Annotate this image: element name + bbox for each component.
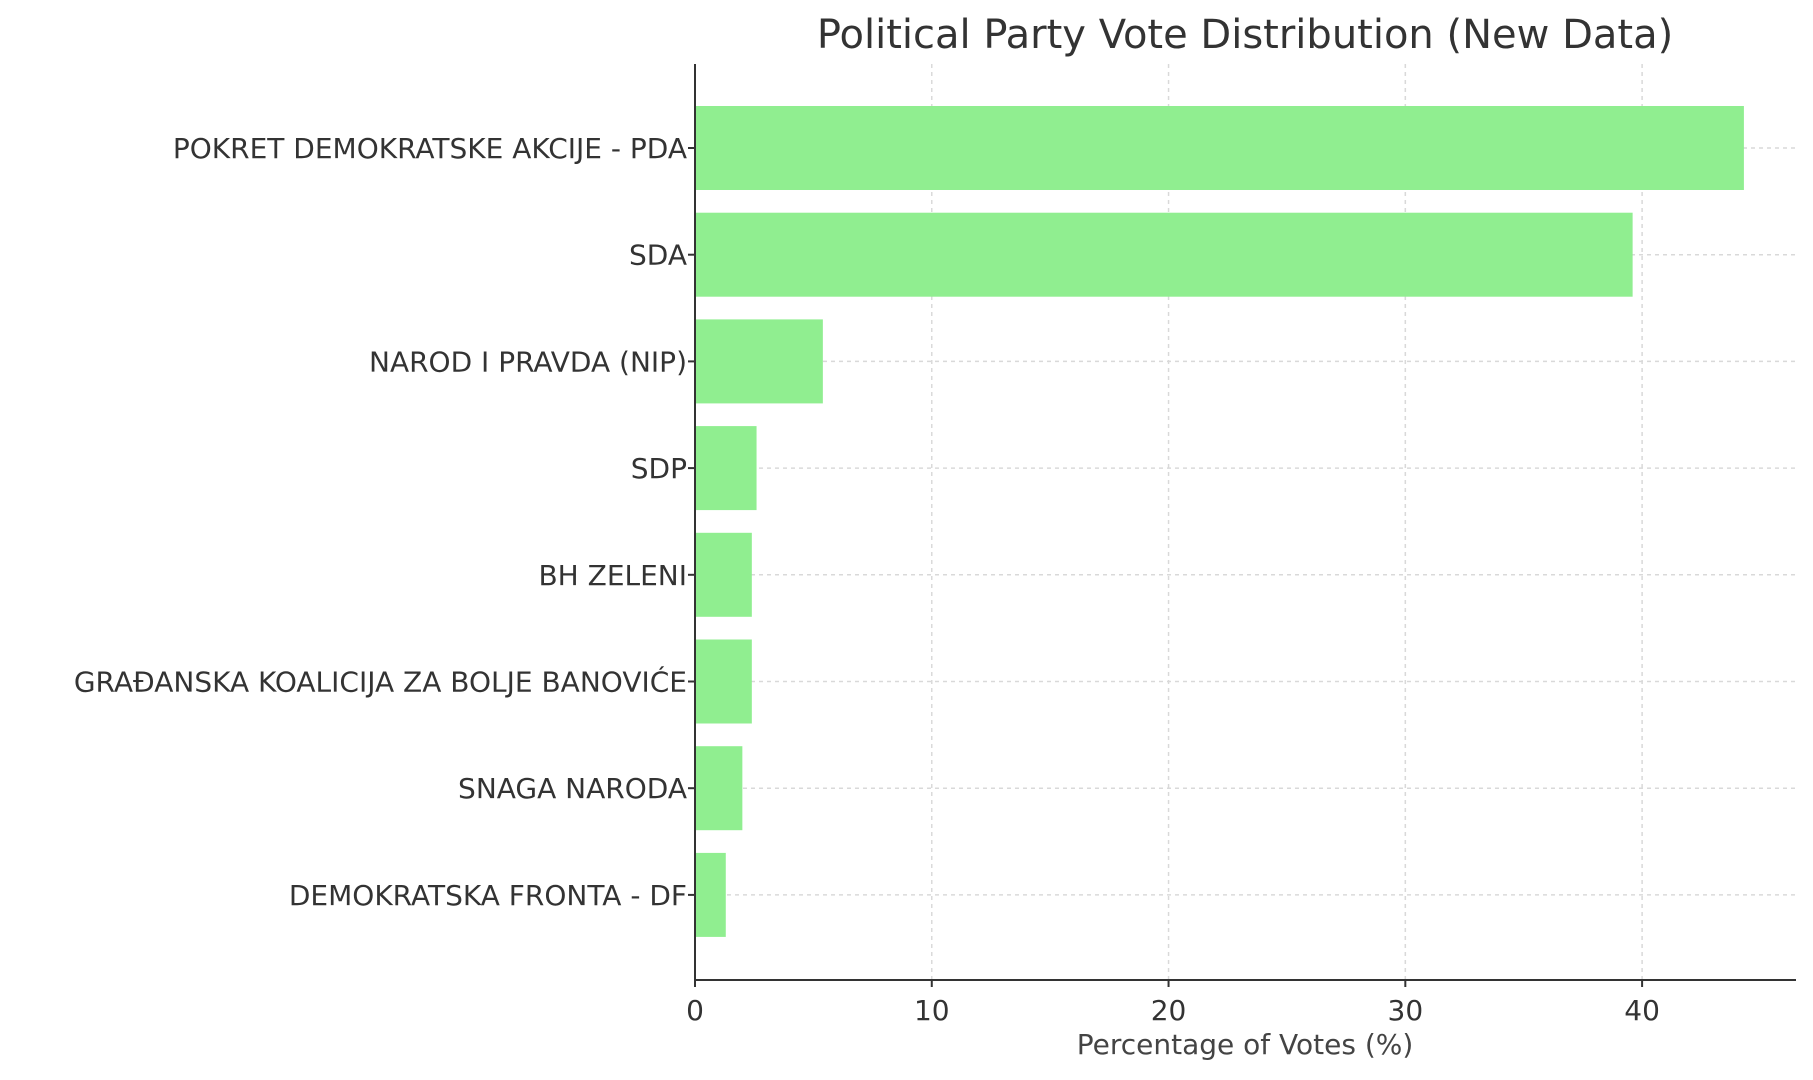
category-label: DEMOKRATSKA FRONTA - DF: [289, 879, 687, 912]
category-label: GRAĐANSKA KOALICIJA ZA BOLJE BANOVIĆE: [74, 665, 687, 699]
category-labels: POKRET DEMOKRATSKE AKCIJE - PDA SDA NAROD …: [74, 132, 695, 912]
category-label: BH ZELENI: [538, 559, 687, 592]
bar: [695, 319, 823, 404]
grid-lines: [694, 64, 1796, 980]
category-label: SNAGA NARODA: [458, 772, 687, 805]
x-tick-label: 40: [1624, 994, 1660, 1027]
x-tick-label: 20: [1151, 994, 1187, 1027]
bar: [695, 746, 743, 831]
bar: [695, 639, 752, 724]
bar: [695, 532, 752, 617]
bar: [695, 426, 757, 511]
x-tick-label: 0: [686, 994, 704, 1027]
x-tick-label: 30: [1388, 994, 1424, 1027]
chart-title: Political Party Vote Distribution (New D…: [817, 12, 1673, 58]
x-tick-labels: 0 10 20 30 40: [686, 980, 1660, 1027]
category-label: SDP: [631, 452, 687, 485]
category-label: NAROD I PRAVDA (NIP): [369, 345, 687, 378]
bar: [695, 106, 1744, 190]
bars: [695, 106, 1744, 937]
category-label: SDA: [629, 239, 687, 272]
category-label: POKRET DEMOKRATSKE AKCIJE - PDA: [173, 132, 687, 165]
x-tick-label: 10: [914, 994, 950, 1027]
x-axis-label: Percentage of Votes (%): [1077, 1028, 1414, 1061]
bar: [695, 852, 726, 937]
bar: [695, 212, 1633, 297]
